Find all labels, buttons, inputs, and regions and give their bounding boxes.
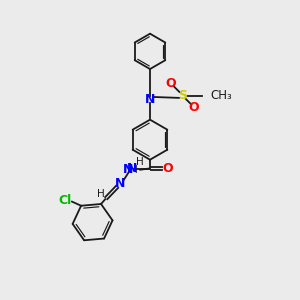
- Text: H: H: [97, 189, 104, 199]
- Text: H: H: [130, 165, 138, 175]
- Text: Cl: Cl: [58, 194, 71, 207]
- Text: N: N: [127, 162, 137, 175]
- Text: N: N: [145, 93, 155, 106]
- Text: H: H: [136, 157, 144, 167]
- Text: O: O: [189, 101, 200, 114]
- Text: N: N: [123, 163, 133, 176]
- Text: O: O: [162, 162, 173, 175]
- Text: CH₃: CH₃: [210, 89, 232, 102]
- Text: O: O: [165, 77, 176, 90]
- Text: N: N: [115, 177, 125, 190]
- Text: S: S: [178, 89, 188, 102]
